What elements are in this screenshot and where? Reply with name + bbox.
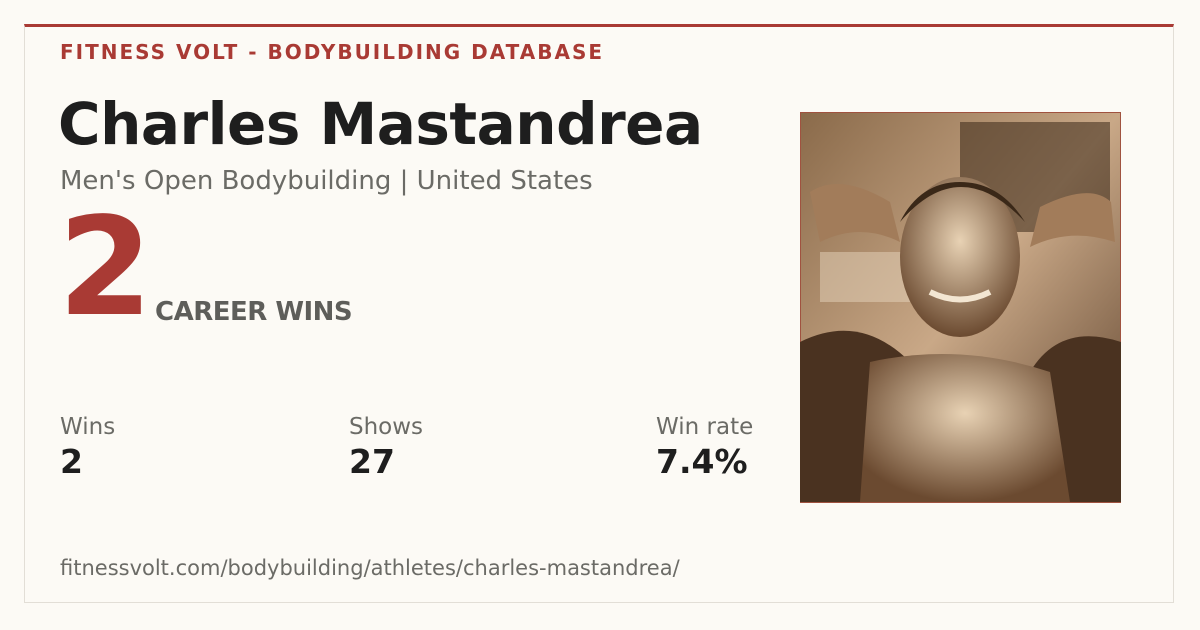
athlete-photo [800, 112, 1121, 503]
stat-value: 2 [60, 442, 83, 481]
stat-value: 7.4% [656, 442, 748, 481]
stat-label: Wins [60, 414, 116, 440]
highlight-value: 2 [58, 189, 153, 347]
athlete-subtitle: Men's Open Bodybuilding | United States [60, 166, 593, 196]
card [24, 24, 1174, 603]
athlete-name: Charles Mastandrea [58, 90, 703, 158]
url: fitnessvolt.com/bodybuilding/athletes/ch… [60, 556, 680, 580]
brand: FITNESS VOLT - BODYBUILDING DATABASE [60, 40, 605, 64]
stat-label: Win rate [656, 414, 754, 440]
highlight-label: CAREER WINS [155, 297, 353, 327]
stat-value: 27 [349, 442, 395, 481]
stat-label: Shows [349, 414, 424, 440]
